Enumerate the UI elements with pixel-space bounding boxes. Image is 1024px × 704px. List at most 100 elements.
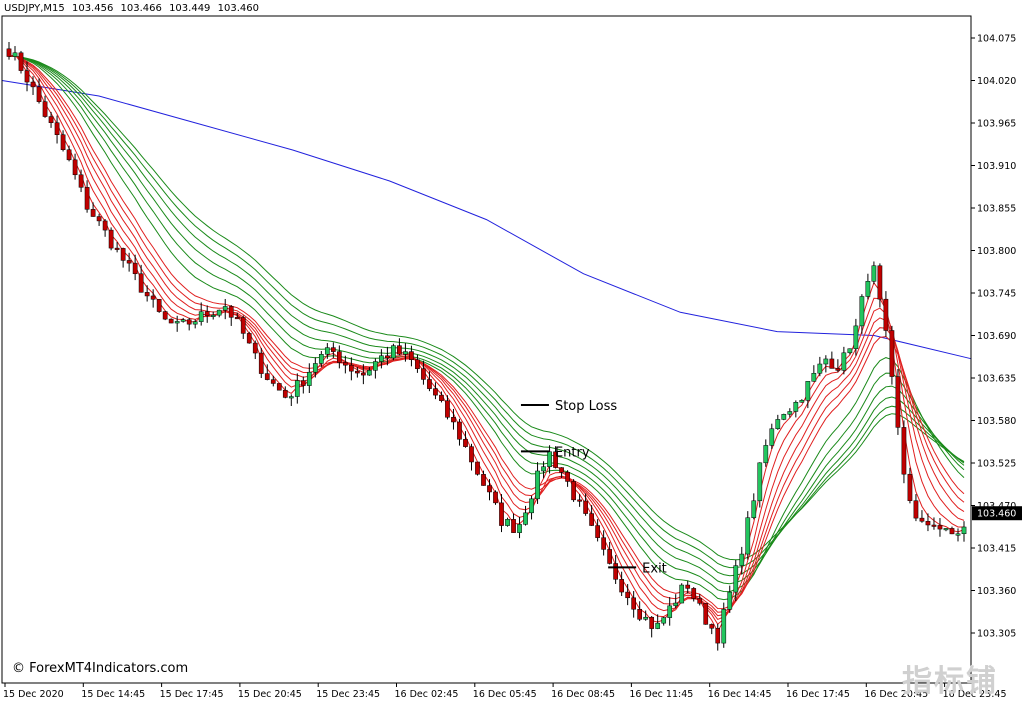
candle-body <box>595 525 600 538</box>
candle-body <box>385 355 390 359</box>
candle-body <box>655 622 661 629</box>
candle-body <box>138 273 144 293</box>
candle-body <box>721 609 727 644</box>
candle-body <box>433 388 438 396</box>
candle-body <box>24 70 30 83</box>
candle-body <box>54 122 60 135</box>
candle-body <box>919 517 925 522</box>
candle-body <box>811 372 817 382</box>
candle-body <box>955 533 961 536</box>
candle-body <box>949 528 955 535</box>
candle-body <box>613 563 618 580</box>
candle-body <box>961 526 967 535</box>
candle-body <box>288 396 294 399</box>
candle-body <box>439 394 444 401</box>
candle-body <box>853 325 859 349</box>
candle-body <box>132 262 138 275</box>
candle-body <box>481 474 486 486</box>
candle-body <box>282 389 288 398</box>
candle-body <box>36 86 42 102</box>
candle-body <box>805 381 811 401</box>
candle-body <box>409 351 414 360</box>
candle-body <box>697 598 703 604</box>
high-value: 103.466 <box>120 3 162 14</box>
candle-body <box>913 500 919 519</box>
candle-body <box>829 358 835 369</box>
candle-body <box>895 376 901 428</box>
candle-body <box>312 363 318 373</box>
candle-body <box>102 220 108 231</box>
y-tick-label: 103.745 <box>977 289 1016 300</box>
candle-body <box>565 472 570 482</box>
candle-body <box>535 470 540 500</box>
x-tick-label: 15 Dec 17:45 <box>160 689 224 700</box>
candle-body <box>541 466 546 472</box>
candle-body <box>589 513 594 526</box>
y-tick-label: 103.965 <box>977 119 1016 130</box>
candle-body <box>685 584 691 589</box>
current-price-box <box>972 506 1022 521</box>
candle-body <box>931 524 937 527</box>
candle-body <box>30 81 36 88</box>
current-price-label: 103.460 <box>977 509 1016 520</box>
candle-body <box>18 52 24 71</box>
y-tick-label: 103.635 <box>977 374 1016 385</box>
green-ribbon-line <box>8 55 965 569</box>
y-tick-label: 103.800 <box>977 246 1016 257</box>
candle-body <box>925 521 931 526</box>
candle-body <box>691 588 697 599</box>
x-tick-label: 15 Dec 20:45 <box>238 689 302 700</box>
candle-body <box>258 352 264 374</box>
red-ribbon-line <box>8 54 964 625</box>
candle-body <box>451 417 456 423</box>
corner-logo: 指标铺 <box>902 664 998 699</box>
green-ribbon-line <box>8 55 965 585</box>
candle-body <box>493 491 498 504</box>
candle-body <box>739 553 745 566</box>
candle-body <box>505 519 510 526</box>
candle-body <box>78 174 84 188</box>
candle-body <box>679 584 685 604</box>
candle-body <box>559 467 564 473</box>
candle-body <box>529 498 534 514</box>
candle-body <box>246 333 252 344</box>
chart-header: USDJPY,M15 103.456 103.466 103.449 103.4… <box>4 3 263 14</box>
candle-body <box>421 368 426 380</box>
candle-body <box>547 451 552 467</box>
candle-body <box>751 500 757 518</box>
candle-body <box>793 402 799 412</box>
y-tick-label: 103.360 <box>977 586 1016 597</box>
candle-body <box>168 318 174 324</box>
candle-body <box>901 427 907 475</box>
candle-body <box>108 229 114 249</box>
candle-body <box>457 421 462 440</box>
red-ribbon-line <box>8 55 965 617</box>
x-tick-label: 16 Dec 20:45 <box>864 689 928 700</box>
candle-body <box>631 597 637 610</box>
y-tick-label: 103.855 <box>977 204 1016 215</box>
candle-body <box>673 602 679 607</box>
x-tick-label: 16 Dec 14:45 <box>708 689 772 700</box>
candle-body <box>763 445 769 464</box>
candle-body <box>523 512 528 525</box>
y-tick-label: 103.690 <box>977 331 1016 342</box>
candle-body <box>847 348 853 354</box>
candle-body <box>300 380 306 386</box>
candle-body <box>415 359 420 370</box>
y-tick-label: 103.305 <box>977 629 1016 640</box>
x-tick-label: 16 Dec 23:45 <box>943 689 1007 700</box>
candle-body <box>318 354 324 364</box>
candle-body <box>571 481 576 501</box>
candle-body <box>198 311 204 322</box>
candle-body <box>379 355 384 362</box>
candle-body <box>294 380 300 397</box>
candle-body <box>186 319 192 325</box>
candle-body <box>637 608 643 620</box>
close-value: 103.460 <box>217 3 259 14</box>
annotation-label: Entry <box>555 445 590 460</box>
candle-body <box>445 400 450 418</box>
candle-body <box>643 616 649 620</box>
candle-body <box>625 591 630 599</box>
